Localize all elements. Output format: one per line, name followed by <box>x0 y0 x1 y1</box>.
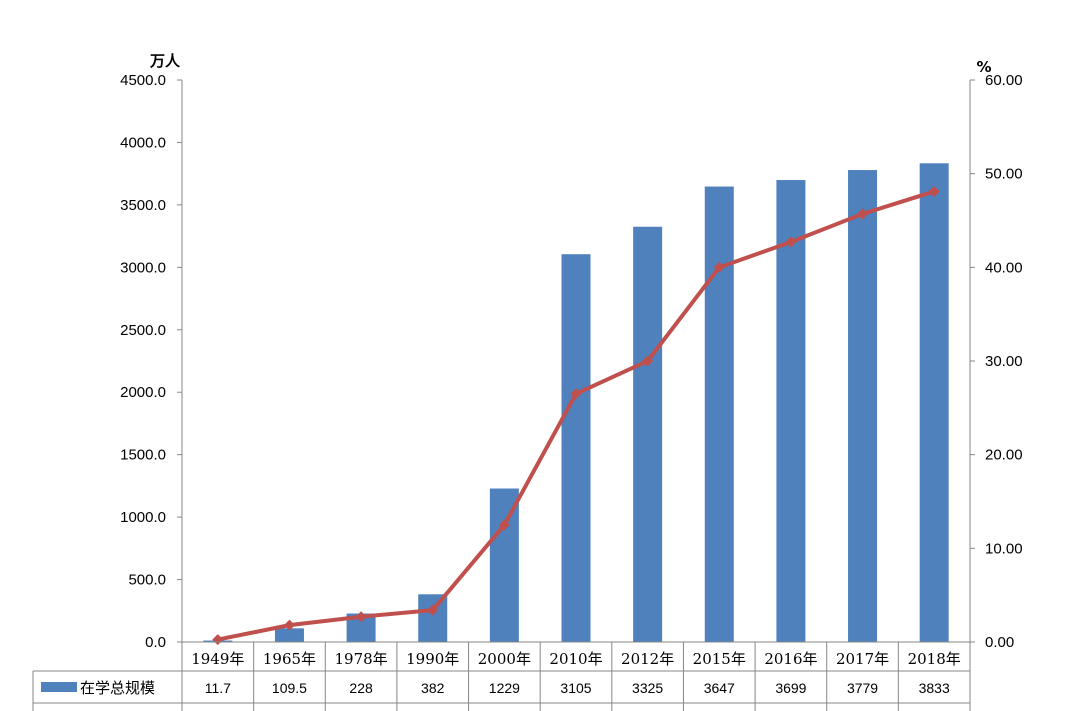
line-point <box>857 208 869 220</box>
right-tick-label: 60.00 <box>985 72 1023 89</box>
x-tick-label: 1978年 <box>334 650 387 668</box>
data-table: 1949年 11.7 1965年 109.5 1978年 228 1990年 382 2000年… <box>32 642 971 711</box>
line-point <box>283 619 295 631</box>
right-axis-ticks: 0.00 10.00 20.00 30.00 40.00 50.00 60.00 <box>970 72 1023 651</box>
right-tick-label: 0.00 <box>985 634 1014 651</box>
left-tick-label: 3500.0 <box>120 197 166 214</box>
data-label: 3699 <box>775 680 806 696</box>
x-tick-label: 1949年 <box>191 650 244 668</box>
right-tick-label: 10.00 <box>985 540 1023 557</box>
x-tick-label: 2010年 <box>549 650 602 668</box>
left-tick-label: 3000.0 <box>120 259 166 276</box>
left-tick-label: 500.0 <box>128 572 166 589</box>
line-point <box>713 261 725 273</box>
line-series <box>212 185 940 646</box>
data-label: 228 <box>349 680 373 696</box>
right-tick-label: 40.00 <box>985 259 1023 276</box>
data-label: 3325 <box>632 680 663 696</box>
x-tick-label: 2012年 <box>621 650 674 668</box>
line-point <box>212 634 224 646</box>
bar <box>919 163 949 642</box>
line-point <box>785 236 797 248</box>
right-tick-label: 20.00 <box>985 447 1023 464</box>
data-label: 3105 <box>560 680 591 696</box>
data-label: 382 <box>421 680 445 696</box>
bar <box>704 186 734 643</box>
line-point <box>427 604 439 616</box>
bar <box>274 628 304 642</box>
right-tick-label: 50.00 <box>985 166 1023 183</box>
data-label: 3647 <box>704 680 735 696</box>
left-tick-label: 1500.0 <box>120 447 166 464</box>
left-tick-label: 4500.0 <box>120 72 166 89</box>
data-label: 11.7 <box>205 680 231 696</box>
left-axis-unit: 万人 <box>149 52 181 70</box>
legend-swatch <box>41 682 77 692</box>
line-point <box>355 611 367 623</box>
bar <box>633 226 663 642</box>
left-tick-label: 0.0 <box>145 634 166 651</box>
right-tick-label: 30.00 <box>985 353 1023 370</box>
x-tick-label: 2016年 <box>764 650 817 668</box>
bar <box>561 254 591 642</box>
left-axis-ticks: 0.0 500.0 1000.0 1500.0 2000.0 2500.0 3000.0 35… <box>120 72 182 651</box>
data-label: 3833 <box>919 680 950 696</box>
left-tick-label: 2000.0 <box>120 384 166 401</box>
left-tick-label: 1000.0 <box>120 509 166 526</box>
x-tick-label: 2018年 <box>908 650 961 668</box>
right-axis-unit: % <box>976 58 991 76</box>
bar <box>848 170 878 642</box>
line-point <box>642 355 654 367</box>
x-tick-label: 2015年 <box>693 650 746 668</box>
data-label: 1229 <box>489 680 520 696</box>
line-point <box>570 388 582 400</box>
bar-series <box>203 163 949 643</box>
left-tick-label: 2500.0 <box>120 322 166 339</box>
bar <box>489 488 519 642</box>
legend-label: 在学总规模 <box>80 679 155 697</box>
x-tick-label: 1990年 <box>406 650 459 668</box>
x-tick-label: 1965年 <box>263 650 316 668</box>
x-tick-label: 2017年 <box>836 650 889 668</box>
line-point <box>498 519 510 531</box>
bar <box>418 594 448 642</box>
data-label: 109.5 <box>272 680 307 696</box>
line-point <box>928 185 940 197</box>
data-label: 3779 <box>847 680 878 696</box>
left-tick-label: 4000.0 <box>120 134 166 151</box>
bar <box>776 180 806 642</box>
x-tick-label: 2000年 <box>478 650 531 668</box>
